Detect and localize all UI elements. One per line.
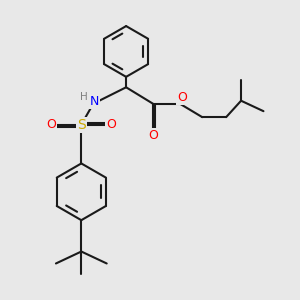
Text: N: N — [90, 95, 99, 108]
Text: O: O — [106, 118, 116, 131]
Text: O: O — [148, 130, 158, 142]
Text: O: O — [46, 118, 56, 131]
Text: O: O — [177, 91, 187, 103]
Text: H: H — [80, 92, 88, 102]
Text: S: S — [77, 118, 86, 132]
